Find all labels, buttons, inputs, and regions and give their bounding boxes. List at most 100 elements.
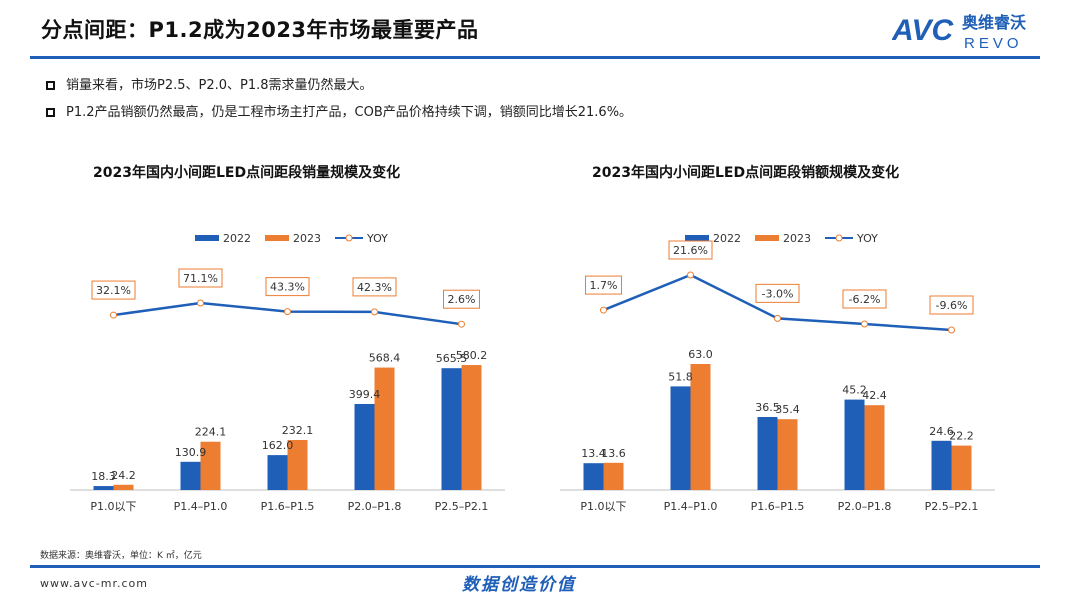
legend-marker-yoy	[835, 234, 843, 242]
logo-main-text: AVC	[892, 14, 954, 47]
bar-2023	[461, 365, 482, 490]
bar-2023	[603, 462, 624, 490]
yoy-label-box	[352, 277, 397, 297]
value-chart: 2022 2023 YOY 13.413.6 P1.0以下 51.8 63.0 P1.4–P1…	[560, 232, 995, 513]
data-label-2022: 162.0	[262, 439, 294, 452]
yoy-label: -3.0%	[762, 287, 794, 300]
data-label-2023: 232.1	[282, 424, 314, 437]
yoy-label-box	[668, 240, 713, 260]
yoy-label: -9.6%	[936, 299, 968, 312]
legend-label-yoy: YOY	[366, 232, 388, 245]
yoy-label: -6.2%	[849, 293, 881, 306]
yoy-label: 1.7%	[590, 279, 618, 292]
bar-2022	[93, 486, 114, 490]
data-label-2022: 18.3	[91, 470, 116, 483]
yoy-label: 21.6%	[673, 244, 708, 257]
x-tick-label: P2.0–P1.8	[838, 500, 892, 513]
yoy-point	[948, 326, 955, 334]
data-label-2022: 399.4	[349, 388, 381, 401]
legend-swatch-2023	[755, 235, 779, 241]
bar-2022	[931, 440, 952, 490]
x-tick-label: P2.0–P1.8	[348, 500, 402, 513]
bar-2023	[951, 445, 972, 490]
legend-label-2022: 2022	[713, 232, 741, 245]
x-tick-label: P2.5–P2.1	[925, 500, 979, 513]
yoy-point	[197, 299, 204, 307]
yoy-label-box	[91, 280, 136, 300]
volume-chart: 2022 2023 YOY 18.324.2 P1.0以下 130.9 224.1 P1.4–…	[70, 232, 505, 513]
data-label-2022: 565.5	[436, 352, 468, 365]
bar-2023	[113, 484, 134, 490]
bullet-square-icon	[46, 81, 55, 90]
page-title: 分点间距：P1.2成为2023年市场最重要产品	[41, 18, 479, 42]
bar-2023	[690, 364, 711, 490]
x-tick-label: P1.4–P1.0	[664, 500, 718, 513]
slogan-text: 数据创造价值	[462, 575, 576, 595]
data-label-2022: 45.2	[842, 384, 867, 397]
bullet-text: P1.2产品销额仍然最高，仍是工程市场主打产品，COB产品价格持续下调，销额同比…	[66, 105, 633, 120]
data-label-2023: 42.4	[862, 389, 887, 402]
website-text: www.avc-mr.com	[40, 577, 148, 590]
yoy-point	[458, 320, 465, 328]
bar-2022	[583, 463, 604, 490]
data-label-2022: 130.9	[175, 446, 207, 459]
bar-2022	[441, 368, 462, 490]
data-label-2023: 35.4	[775, 403, 800, 416]
legend-label-2023: 2023	[783, 232, 811, 245]
yoy-point	[687, 271, 694, 279]
bar-2023	[287, 440, 308, 490]
yoy-point	[861, 320, 868, 328]
company-logo: AVC 奥维睿沃 REVO	[892, 13, 1026, 52]
yoy-label: 2.6%	[448, 293, 476, 306]
bullet-list: 销量来看，市场P2.5、P2.0、P1.8需求量仍然最大。 P1.2产品销额仍然…	[46, 72, 632, 126]
bar-2023	[200, 441, 221, 490]
yoy-point	[110, 311, 117, 319]
legend-swatch-2023	[265, 235, 289, 241]
footer-divider	[30, 565, 1040, 568]
data-label-2023: 580.2	[456, 349, 488, 362]
yoy-point	[600, 306, 607, 314]
data-label-2023: 24.2	[111, 469, 136, 482]
chart-title-volume: 2023年国内小间距LED点间距段销量规模及变化	[93, 165, 401, 181]
data-label-2023: 63.0	[688, 348, 713, 361]
bullet-square-icon	[46, 108, 55, 117]
yoy-label: 43.3%	[270, 281, 305, 294]
yoy-label-box	[265, 277, 310, 297]
logo-cn-text: 奥维睿沃	[962, 13, 1026, 32]
data-label-2022: 24.6	[929, 425, 954, 438]
yoy-label-box	[443, 289, 480, 309]
bullet-text: 销量来看，市场P2.5、P2.0、P1.8需求量仍然最大。	[66, 78, 373, 93]
yoy-label-box	[842, 289, 887, 309]
bar-2022	[354, 403, 375, 490]
bar-2022	[180, 461, 201, 490]
x-tick-label: P1.4–P1.0	[174, 500, 228, 513]
data-label-2022: 36.5	[755, 401, 780, 414]
bar-2022	[757, 417, 778, 490]
data-label-2023: 224.1	[195, 426, 227, 439]
bar-2022	[844, 399, 865, 490]
yoy-point	[371, 308, 378, 316]
yoy-label: 71.1%	[183, 272, 218, 285]
yoy-label: 42.3%	[357, 281, 392, 294]
data-source-note: 数据来源：奥维睿沃，单位：K ㎡，亿元	[40, 551, 202, 561]
x-tick-label: P1.6–P1.5	[751, 500, 805, 513]
legend-swatch-2022	[685, 235, 709, 241]
bar-2023	[777, 419, 798, 490]
yoy-label-box	[585, 275, 622, 295]
legend-swatch-2022	[195, 235, 219, 241]
x-tick-label: P1.6–P1.5	[261, 500, 315, 513]
bar-2022	[267, 455, 288, 490]
yoy-label-box	[755, 283, 800, 303]
x-tick-label: P1.0以下	[580, 500, 626, 513]
chart-title-value: 2023年国内小间距LED点间距段销额规模及变化	[592, 165, 900, 181]
data-label-2022: 51.8	[668, 370, 693, 383]
legend-label-2023: 2023	[293, 232, 321, 245]
bullet-item: P1.2产品销额仍然最高，仍是工程市场主打产品，COB产品价格持续下调，销额同比…	[46, 99, 632, 126]
data-label-2023: 568.4	[369, 352, 401, 365]
legend-marker-yoy	[345, 234, 353, 242]
legend-label-yoy: YOY	[856, 232, 878, 245]
logo-en-text: REVO	[964, 35, 1023, 52]
yoy-label-box	[929, 295, 974, 315]
yoy-point	[284, 308, 291, 316]
bar-2023	[374, 367, 395, 490]
